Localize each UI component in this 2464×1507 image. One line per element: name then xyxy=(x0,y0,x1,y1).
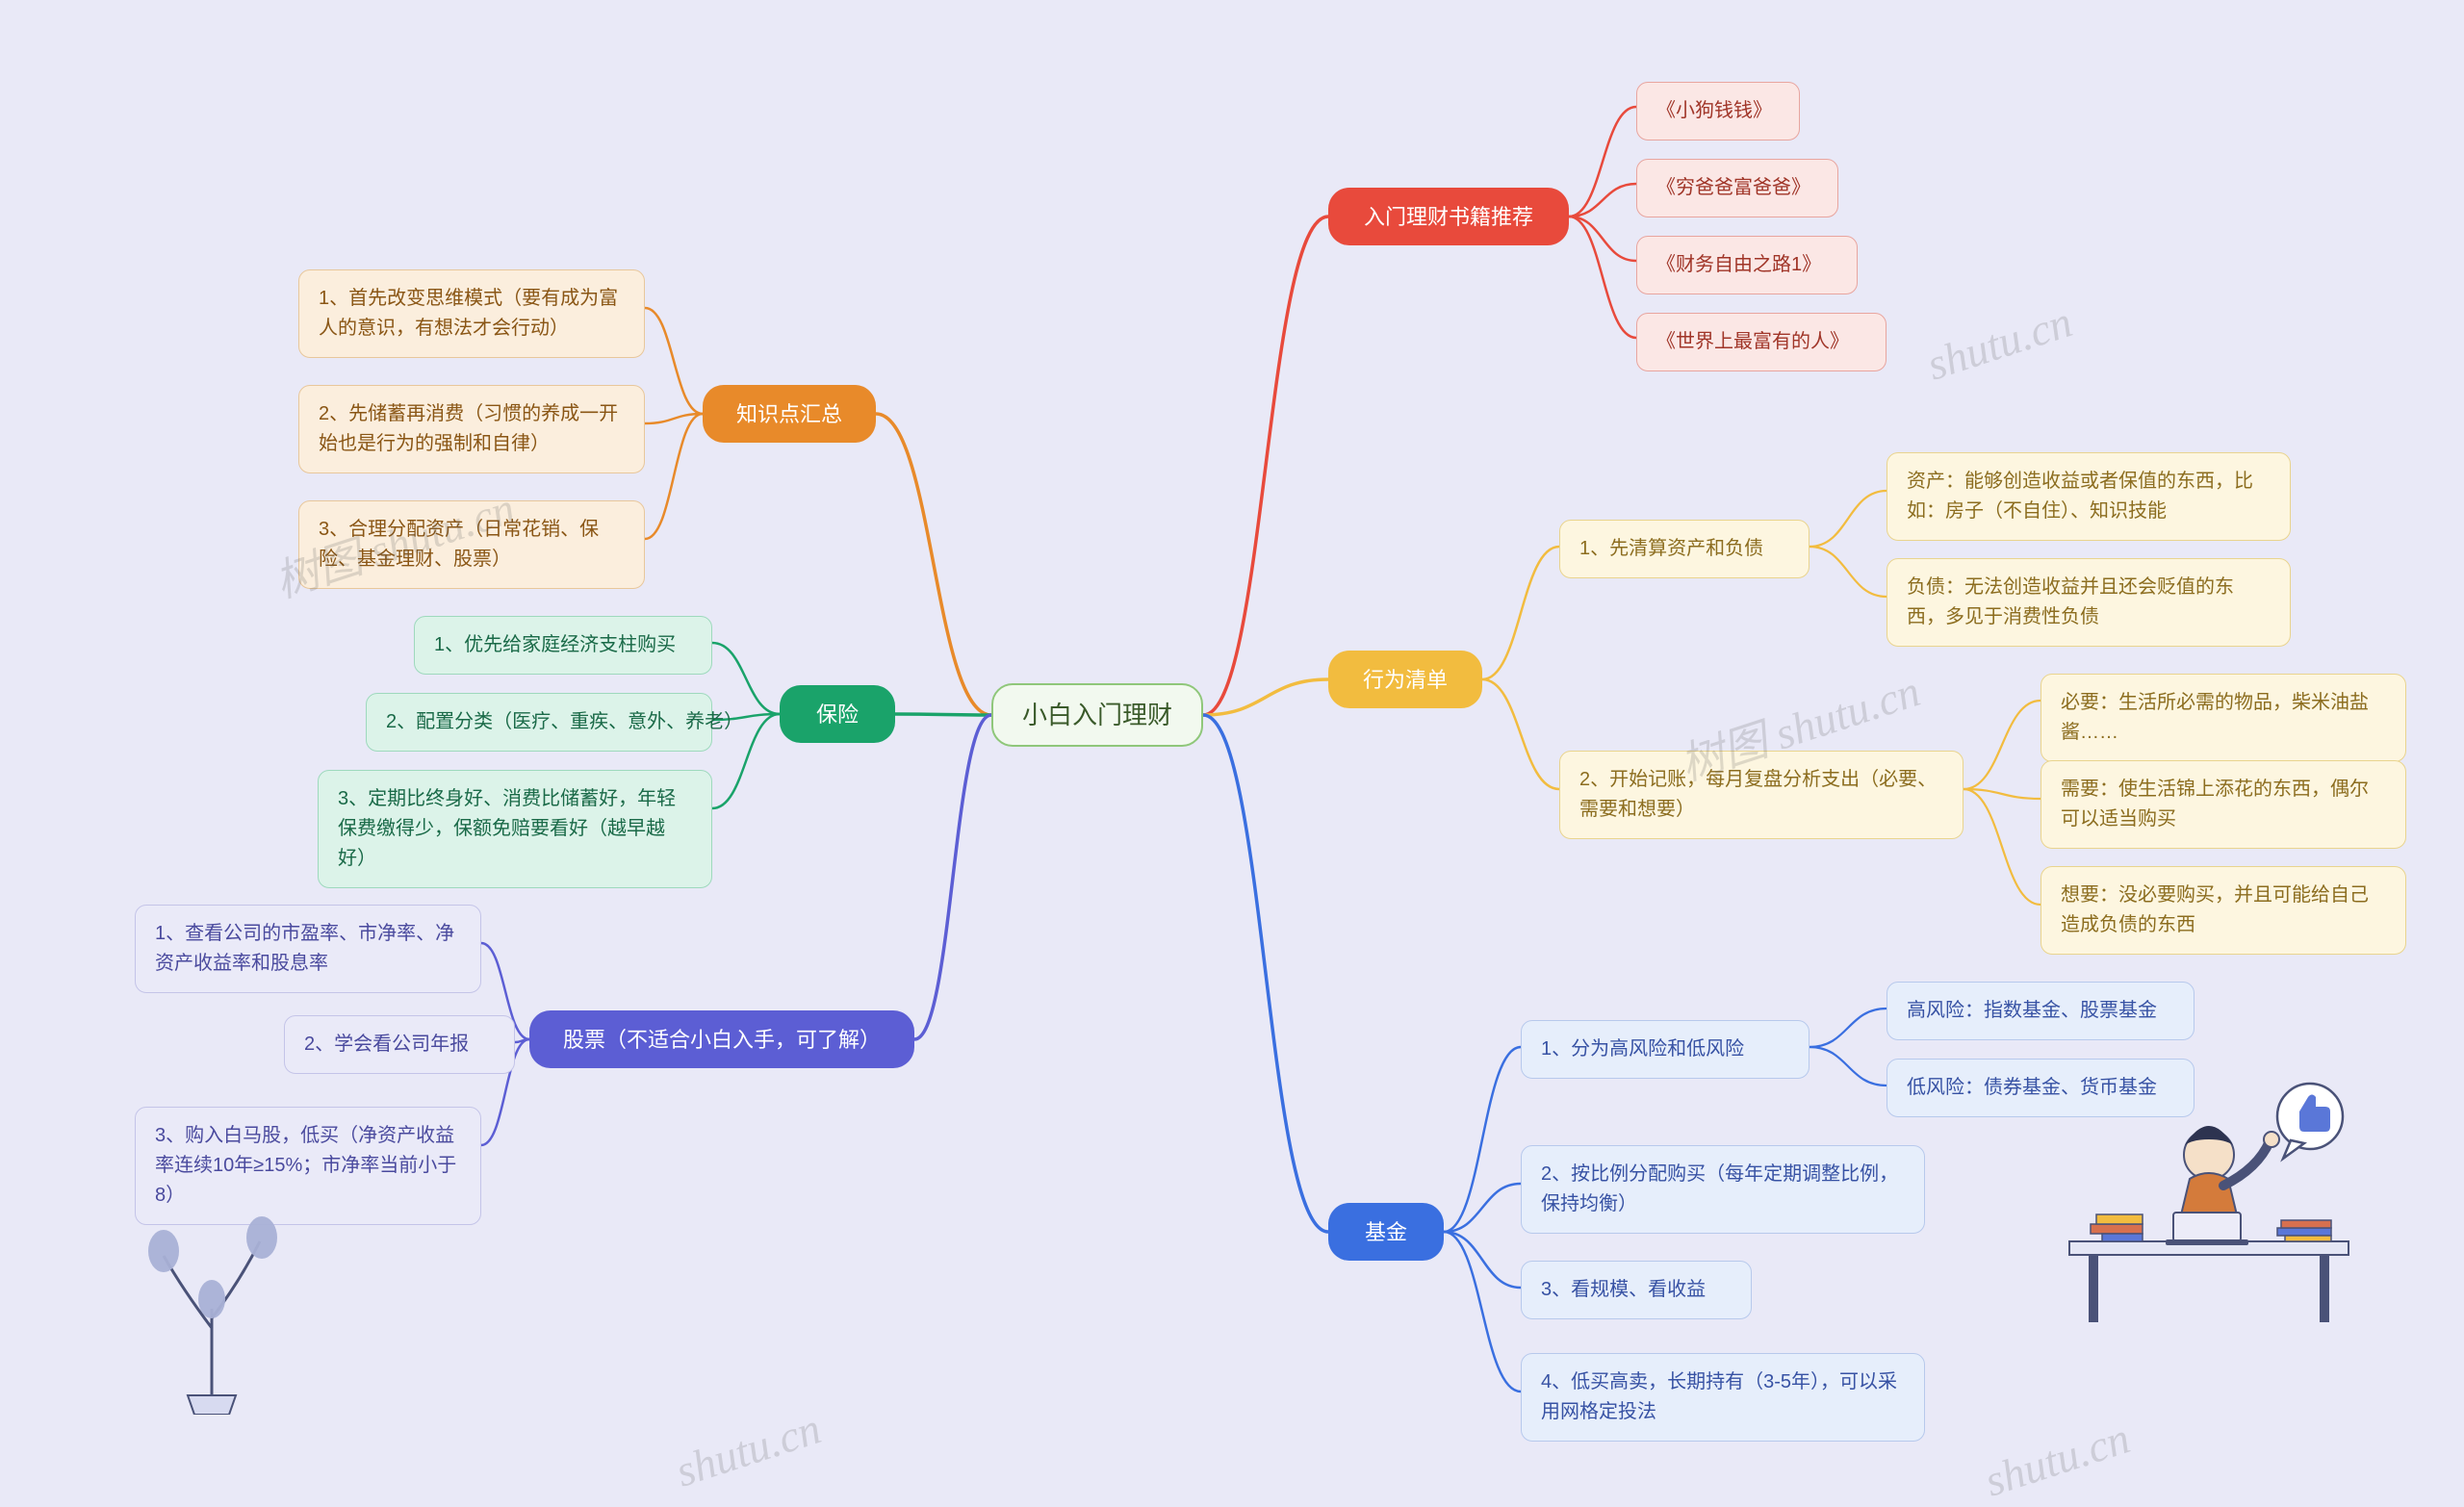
leaf-books-1[interactable]: 《穷爸爸富爸爸》 xyxy=(1636,159,1838,217)
branch-books[interactable]: 入门理财书籍推荐 xyxy=(1328,188,1569,245)
leaf-actions-0-0[interactable]: 资产：能够创造收益或者保值的东西，比如：房子（不自住）、知识技能 xyxy=(1886,452,2291,541)
branch-knowledge[interactable]: 知识点汇总 xyxy=(703,385,876,443)
leaf-insurance-1[interactable]: 2、配置分类（医疗、重疾、意外、养老） xyxy=(366,693,712,752)
watermark: shutu.cn xyxy=(1979,1412,2136,1506)
desk-person-illustration xyxy=(2031,1078,2377,1347)
leaf-fund-3[interactable]: 4、低买高卖，长期持有（3-5年），可以采用网格定投法 xyxy=(1521,1353,1925,1442)
leaf-actions-0[interactable]: 1、先清算资产和负债 xyxy=(1559,520,1810,578)
leaf-actions-1[interactable]: 2、开始记账，每月复盘分析支出（必要、需要和想要） xyxy=(1559,751,1964,839)
leaf-fund-0[interactable]: 1、分为高风险和低风险 xyxy=(1521,1020,1810,1079)
leaf-stock-2[interactable]: 3、购入白马股，低买（净资产收益率连续10年≥15%；市净率当前小于8） xyxy=(135,1107,481,1225)
leaf-knowledge-1[interactable]: 2、先储蓄再消费（习惯的养成一开始也是行为的强制和自律） xyxy=(298,385,645,473)
leaf-stock-1[interactable]: 2、学会看公司年报 xyxy=(284,1015,515,1074)
leaf-fund-1[interactable]: 2、按比例分配购买（每年定期调整比例，保持均衡） xyxy=(1521,1145,1925,1234)
leaf-knowledge-2[interactable]: 3、合理分配资产（日常花销、保险、基金理财、股票） xyxy=(298,500,645,589)
branch-insurance[interactable]: 保险 xyxy=(780,685,895,743)
watermark: shutu.cn xyxy=(1921,295,2078,390)
leaf-fund-2[interactable]: 3、看规模、看收益 xyxy=(1521,1261,1752,1319)
root-node[interactable]: 小白入门理财 xyxy=(991,683,1203,747)
leaf-knowledge-0[interactable]: 1、首先改变思维模式（要有成为富人的意识，有想法才会行动） xyxy=(298,269,645,358)
leaf-insurance-2[interactable]: 3、定期比终身好、消费比储蓄好，年轻保费缴得少，保额免赔要看好（越早越好） xyxy=(318,770,712,888)
leaf-insurance-0[interactable]: 1、优先给家庭经济支柱购买 xyxy=(414,616,712,675)
branch-actions[interactable]: 行为清单 xyxy=(1328,651,1482,708)
branch-stock[interactable]: 股票（不适合小白入手，可了解） xyxy=(529,1010,914,1068)
watermark: shutu.cn xyxy=(670,1402,827,1496)
leaf-books-2[interactable]: 《财务自由之路1》 xyxy=(1636,236,1858,294)
leaf-books-3[interactable]: 《世界上最富有的人》 xyxy=(1636,313,1886,371)
leaf-fund-0-1[interactable]: 低风险：债券基金、货币基金 xyxy=(1886,1059,2194,1117)
leaf-actions-1-0[interactable]: 必要：生活所必需的物品，柴米油盐酱…… xyxy=(2040,674,2406,762)
leaf-stock-0[interactable]: 1、查看公司的市盈率、市净率、净资产收益率和股息率 xyxy=(135,905,481,993)
leaf-actions-1-1[interactable]: 需要：使生活锦上添花的东西，偶尔可以适当购买 xyxy=(2040,760,2406,849)
branch-fund[interactable]: 基金 xyxy=(1328,1203,1444,1261)
leaf-actions-1-2[interactable]: 想要：没必要购买，并且可能给自己造成负债的东西 xyxy=(2040,866,2406,955)
leaf-fund-0-0[interactable]: 高风险：指数基金、股票基金 xyxy=(1886,982,2194,1040)
leaf-books-0[interactable]: 《小狗钱钱》 xyxy=(1636,82,1800,140)
plant-illustration xyxy=(135,1203,289,1415)
leaf-actions-0-1[interactable]: 负债：无法创造收益并且还会贬值的东西，多见于消费性负债 xyxy=(1886,558,2291,647)
